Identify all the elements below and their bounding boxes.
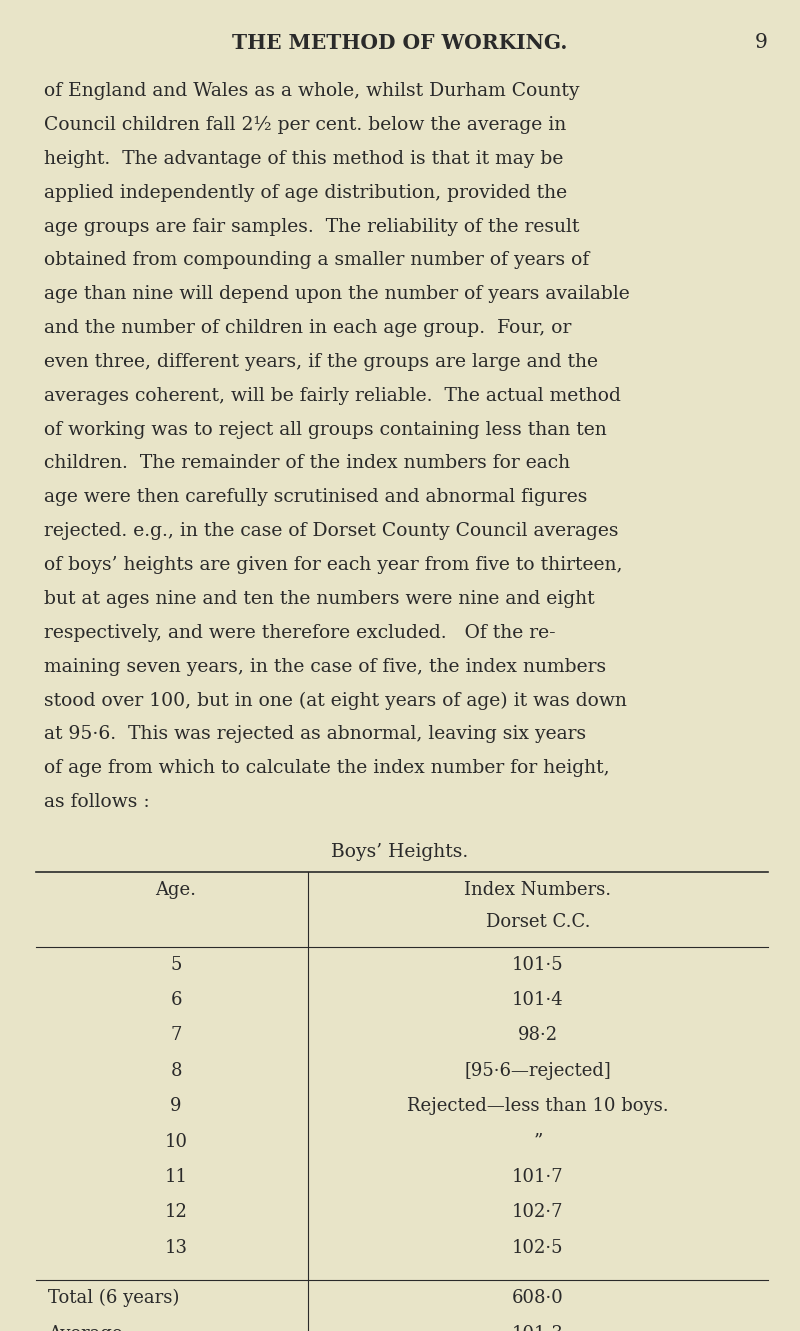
Text: applied independently of age distribution, provided the: applied independently of age distributio… <box>44 184 567 202</box>
Text: THE METHOD OF WORKING.: THE METHOD OF WORKING. <box>232 33 568 53</box>
Text: 13: 13 <box>165 1239 187 1256</box>
Text: 6: 6 <box>170 992 182 1009</box>
Text: of working was to reject all groups containing less than ten: of working was to reject all groups cont… <box>44 421 606 439</box>
Text: 10: 10 <box>165 1133 187 1150</box>
Text: 98·2: 98·2 <box>518 1026 558 1045</box>
Text: 102·7: 102·7 <box>512 1203 564 1222</box>
Text: Age.: Age. <box>155 881 197 900</box>
Text: stood over 100, but in one (at eight years of age) it was down: stood over 100, but in one (at eight yea… <box>44 692 627 709</box>
Text: of England and Wales as a whole, whilst Durham County: of England and Wales as a whole, whilst … <box>44 83 579 100</box>
Text: age groups are fair samples.  The reliability of the result: age groups are fair samples. The reliabi… <box>44 217 579 236</box>
Text: 12: 12 <box>165 1203 187 1222</box>
Text: maining seven years, in the case of five, the index numbers: maining seven years, in the case of five… <box>44 658 606 676</box>
Text: 8: 8 <box>170 1062 182 1079</box>
Text: Total (6 years): Total (6 years) <box>48 1290 179 1307</box>
Text: 101·7: 101·7 <box>512 1167 564 1186</box>
Text: Council children fall 2½ per cent. below the average in: Council children fall 2½ per cent. below… <box>44 116 566 134</box>
Text: 102·5: 102·5 <box>512 1239 564 1256</box>
Text: Boys’ Heights.: Boys’ Heights. <box>331 844 469 861</box>
Text: respectively, and were therefore excluded.   Of the re-: respectively, and were therefore exclude… <box>44 624 556 642</box>
Text: 11: 11 <box>165 1167 187 1186</box>
Text: obtained from compounding a smaller number of years of: obtained from compounding a smaller numb… <box>44 252 590 269</box>
Text: even three, different years, if the groups are large and the: even three, different years, if the grou… <box>44 353 598 371</box>
Text: 101·5: 101·5 <box>512 956 564 974</box>
Text: averages coherent, will be fairly reliable.  The actual method: averages coherent, will be fairly reliab… <box>44 387 621 405</box>
Text: 101·4: 101·4 <box>512 992 564 1009</box>
Text: as follows :: as follows : <box>44 793 150 811</box>
Text: Index Numbers.: Index Numbers. <box>465 881 611 900</box>
Text: [95·6—rejected]: [95·6—rejected] <box>465 1062 611 1079</box>
Text: at 95·6.  This was rejected as abnormal, leaving six years: at 95·6. This was rejected as abnormal, … <box>44 725 586 743</box>
Text: but at ages nine and ten the numbers were nine and eight: but at ages nine and ten the numbers wer… <box>44 590 594 608</box>
Text: children.  The remainder of the index numbers for each: children. The remainder of the index num… <box>44 454 570 473</box>
Text: Average  ..: Average .. <box>48 1324 146 1331</box>
Text: Rejected—less than 10 boys.: Rejected—less than 10 boys. <box>407 1097 669 1115</box>
Text: of boys’ heights are given for each year from five to thirteen,: of boys’ heights are given for each year… <box>44 556 622 574</box>
Text: ”: ” <box>534 1133 542 1150</box>
Text: 7: 7 <box>170 1026 182 1045</box>
Text: age than nine will depend upon the number of years available: age than nine will depend upon the numbe… <box>44 285 630 303</box>
Text: and the number of children in each age group.  Four, or: and the number of children in each age g… <box>44 319 571 337</box>
Text: 608·0: 608·0 <box>512 1290 564 1307</box>
Text: 101·3: 101·3 <box>512 1324 564 1331</box>
Text: 9: 9 <box>755 33 768 52</box>
Text: 5: 5 <box>170 956 182 974</box>
Text: of age from which to calculate the index number for height,: of age from which to calculate the index… <box>44 759 610 777</box>
Text: Dorset C.C.: Dorset C.C. <box>486 913 590 930</box>
Text: 9: 9 <box>170 1097 182 1115</box>
Text: age were then carefully scrutinised and abnormal figures: age were then carefully scrutinised and … <box>44 488 587 506</box>
Text: height.  The advantage of this method is that it may be: height. The advantage of this method is … <box>44 150 563 168</box>
Text: rejected. e.g., in the case of Dorset County Council averages: rejected. e.g., in the case of Dorset Co… <box>44 522 618 540</box>
